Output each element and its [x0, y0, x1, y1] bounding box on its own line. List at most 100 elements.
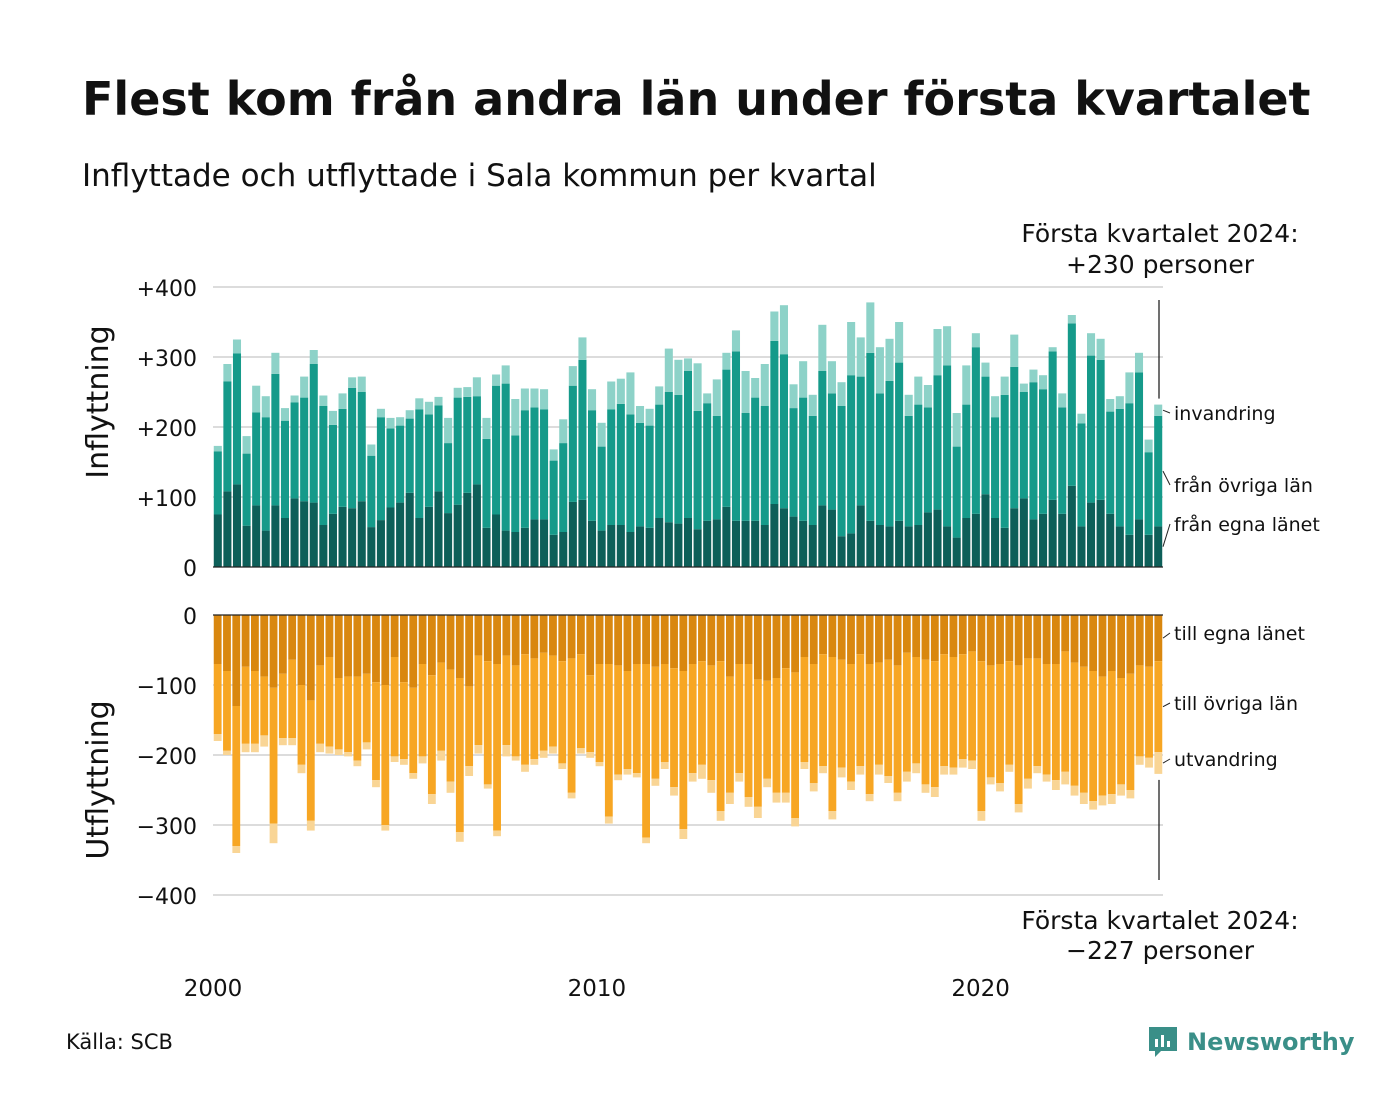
- bar-in-1: [415, 409, 424, 518]
- bars-inflyttning: [213, 302, 1163, 567]
- bar-out-1: [781, 668, 790, 793]
- bar-out-1: [334, 678, 343, 750]
- bar-in-0: [376, 520, 385, 567]
- bar-out-2: [968, 760, 976, 769]
- series-label-in: från egna länet: [1174, 513, 1320, 536]
- bar-in-2: [568, 366, 577, 386]
- bar-in-0: [914, 525, 923, 567]
- bar-out-0: [306, 615, 315, 701]
- bar-out-1: [353, 676, 362, 761]
- bar-in-1: [578, 359, 587, 500]
- bar-out-0: [1135, 615, 1144, 666]
- bar-out-1: [772, 678, 781, 793]
- bar-out-2: [409, 773, 418, 779]
- bar-out-1: [1089, 671, 1098, 802]
- brand-name: Newsworthy: [1187, 1028, 1355, 1056]
- bar-out-1: [958, 654, 967, 760]
- bar-out-0: [241, 615, 250, 667]
- bar-in-1: [789, 408, 798, 517]
- bar-in-1: [875, 393, 884, 525]
- bar-out-1: [316, 665, 325, 744]
- bar-out-2: [707, 780, 716, 793]
- label-leader-out: [1162, 702, 1171, 708]
- bar-out-1: [1117, 678, 1125, 785]
- bar-in-0: [223, 491, 232, 567]
- bar-in-0: [1134, 519, 1144, 567]
- bar-in-0: [837, 536, 846, 567]
- bar-in-2: [866, 302, 875, 353]
- bar-out-2: [958, 759, 967, 768]
- bar-in-0: [559, 532, 568, 567]
- bar-out-2: [856, 766, 865, 775]
- bar-in-0: [818, 505, 827, 567]
- y-tick-label-in: 0: [183, 557, 197, 582]
- x-tick-label: 2010: [568, 976, 627, 1002]
- bar-in-2: [847, 322, 856, 376]
- bar-in-2: [290, 395, 299, 403]
- bar-out-0: [996, 615, 1004, 664]
- bar-in-2: [300, 376, 309, 398]
- bar-in-0: [1144, 534, 1153, 567]
- bar-in-0: [300, 501, 309, 567]
- bar-in-0: [1067, 485, 1076, 567]
- bar-in-1: [511, 435, 520, 532]
- bar-out-0: [1024, 615, 1032, 659]
- bar-out-1: [912, 657, 921, 764]
- bar-in-1: [1125, 403, 1134, 535]
- source-note: Källa: SCB: [66, 1030, 173, 1054]
- bar-in-1: [597, 446, 606, 531]
- bars-utflyttning: [213, 615, 1163, 853]
- bar-in-2: [261, 396, 270, 418]
- bar-in-2: [415, 398, 424, 410]
- bar-out-2: [260, 735, 269, 747]
- bar-out-0: [586, 615, 595, 676]
- bar-out-2: [493, 830, 501, 837]
- y-axis-label-utflyttning: Utflyttning: [81, 700, 116, 859]
- bar-in-1: [741, 413, 750, 521]
- bar-in-0: [933, 509, 942, 567]
- bar-in-2: [981, 362, 990, 377]
- bar-in-1: [674, 394, 683, 524]
- bar-in-0: [722, 506, 731, 567]
- bar-out-2: [502, 745, 511, 757]
- bar-in-1: [309, 364, 318, 503]
- bar-in-0: [501, 530, 510, 567]
- bar-out-2: [791, 818, 800, 827]
- axes: [213, 566, 1163, 616]
- bar-in-2: [319, 395, 328, 406]
- bar-in-2: [1134, 352, 1144, 373]
- bar-in-2: [1019, 383, 1028, 392]
- bar-out-0: [632, 615, 641, 664]
- bar-out-0: [921, 615, 930, 660]
- bar-out-1: [809, 664, 818, 783]
- bar-out-1: [875, 662, 883, 765]
- bar-out-2: [781, 792, 790, 803]
- bar-in-1: [367, 455, 376, 528]
- bar-out-0: [269, 615, 278, 688]
- bar-out-2: [893, 792, 902, 802]
- bar-out-0: [968, 615, 976, 652]
- bar-in-2: [1115, 396, 1124, 409]
- bar-out-2: [465, 766, 474, 776]
- bar-out-2: [418, 756, 427, 764]
- bar-out-0: [688, 615, 697, 664]
- bar-out-1: [511, 665, 520, 757]
- bar-out-2: [930, 787, 939, 797]
- bar-in-1: [213, 451, 222, 515]
- bar-out-2: [521, 764, 529, 772]
- bar-out-1: [586, 675, 595, 753]
- bar-out-0: [521, 615, 529, 655]
- bar-out-1: [297, 685, 306, 765]
- annotation-top-line1: Första kvartalet 2024:: [1021, 219, 1298, 248]
- y-tick-label-out: 0: [183, 605, 197, 630]
- bar-in-1: [933, 375, 942, 510]
- y-tick-label-out: −100: [137, 675, 197, 700]
- bar-out-0: [297, 615, 306, 685]
- bar-out-2: [251, 743, 259, 753]
- grid-utflyttning: [213, 684, 1163, 896]
- bar-in-2: [444, 417, 453, 444]
- bar-out-0: [772, 615, 781, 678]
- bar-in-1: [242, 453, 251, 526]
- bar-in-2: [280, 408, 289, 421]
- bar-out-2: [1051, 780, 1060, 790]
